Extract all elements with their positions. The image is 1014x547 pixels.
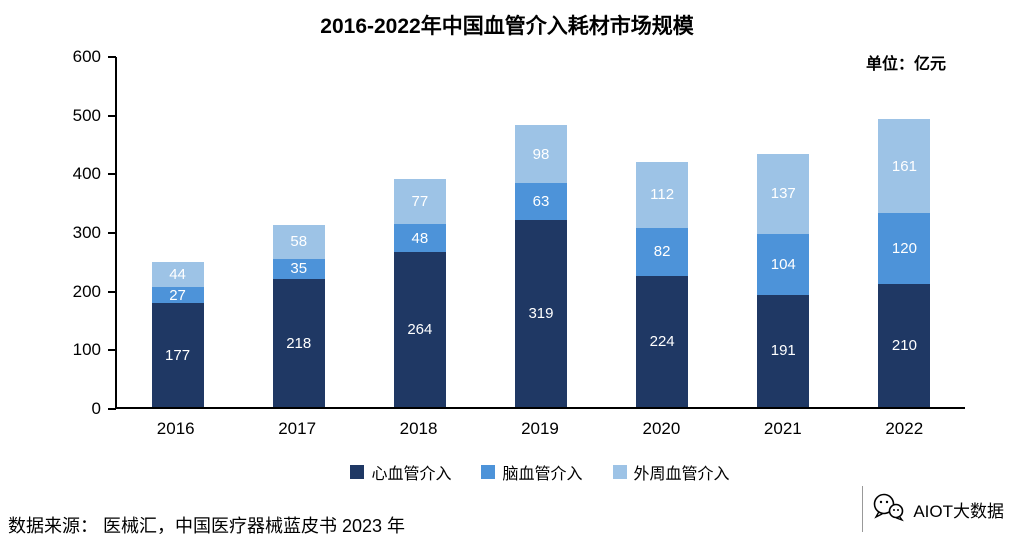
legend-swatch: [481, 465, 496, 479]
bar-segment: 58: [272, 224, 325, 259]
bar-segment: 77: [393, 178, 446, 224]
y-tick-mark: [108, 290, 116, 293]
bar-value-label: 98: [532, 145, 550, 163]
y-tick-label: 200: [72, 281, 101, 301]
y-tick-label: 300: [72, 223, 101, 242]
bar-value-label: 48: [411, 229, 429, 247]
legend-swatch: [612, 465, 627, 479]
y-tick-mark: [108, 56, 116, 58]
bar-segment: 120: [878, 213, 931, 284]
bar-value-label: 161: [891, 157, 917, 175]
legend-label: 外周血管介入: [633, 466, 730, 483]
bar-value-label: 63: [532, 192, 550, 210]
bar-segment: 35: [272, 258, 325, 280]
bar-value-label: 44: [169, 265, 186, 283]
bar-value-label: 191: [770, 342, 796, 360]
legend-item: 心血管介入: [350, 460, 451, 484]
bar-value-label: 58: [290, 233, 308, 251]
stacked-bar-2018: 77 48 264: [393, 178, 446, 407]
stacked-bar-2020: 112 82 224: [636, 161, 689, 407]
bar-segment: 264: [393, 252, 446, 407]
stacked-bar-2019: 98 63 319: [514, 125, 567, 407]
bar-group: 137 104 191: [723, 57, 844, 407]
bar-segment: 98: [514, 125, 567, 183]
bar-value-label: 177: [165, 346, 191, 364]
y-tick-label: 500: [72, 105, 101, 125]
bar-value-label: 112: [650, 186, 675, 204]
bar-value-label: 137: [770, 185, 796, 203]
x-axis: 2016 2017 2018 2019 2020 2021 2022: [115, 419, 965, 439]
legend-item: 外周血管介入: [612, 460, 730, 484]
bar-segment: 104: [757, 233, 810, 295]
chart-title: 2016-2022年中国血管介入耗材市场规模: [320, 15, 694, 38]
bar-value-label: 27: [169, 286, 186, 304]
bar-value-label: 120: [891, 240, 917, 258]
source-note: 数据来源： 医械汇，中国医疗器械蓝皮书 2023 年: [8, 516, 406, 536]
y-tick-mark: [108, 232, 116, 234]
y-tick-label: 600: [72, 47, 101, 66]
bar-segment: 210: [878, 283, 931, 407]
bar-value-label: 77: [411, 192, 429, 210]
x-tick-label: 2017: [278, 419, 317, 438]
bar-segment: 48: [393, 223, 446, 253]
unit-label: 单位：亿元: [865, 56, 946, 73]
bar-group: 44 27 177: [117, 57, 238, 407]
watermark-label: AIOT大数据: [913, 501, 1004, 521]
stacked-bar-2017: 58 35 218: [272, 224, 325, 407]
bar-group: 112 82 224: [602, 57, 723, 407]
bar-value-label: 82: [653, 243, 671, 261]
bar-segment: 44: [151, 261, 204, 288]
bar-group: 77 48 264: [359, 57, 480, 407]
bar-segment: 112: [636, 161, 689, 228]
y-tick-mark: [108, 349, 116, 352]
legend: 心血管介入 脑血管介入 外周血管介入: [115, 460, 965, 484]
bar-value-label: 35: [290, 260, 308, 278]
bar-value-label: 319: [528, 304, 554, 322]
legend-label: 脑血管介入: [502, 466, 583, 483]
bar-value-label: 264: [407, 321, 433, 339]
bar-group: 161 120 210: [844, 57, 965, 407]
bar-group: 58 35 218: [238, 57, 359, 407]
bar-value-label: 218: [286, 334, 312, 352]
bar-segment: 27: [151, 286, 204, 304]
stacked-bar-2016: 44 27 177: [151, 261, 204, 407]
x-tick-label: 2018: [399, 419, 438, 438]
y-tick-label: 100: [72, 340, 101, 360]
y-tick-label: 400: [72, 164, 101, 184]
y-tick-mark: [108, 173, 116, 176]
y-tick-mark: [108, 114, 116, 117]
plot-area: 44 27 177 58 35 218 77 48 264 98 63 319 112 82 224 137 1…: [108, 56, 965, 410]
watermark: AIOT大数据: [862, 486, 1004, 532]
x-tick-label: 2021: [763, 419, 802, 438]
x-tick-label: 2020: [642, 419, 681, 438]
bar-segment: 191: [757, 294, 810, 407]
bars: 44 27 177 58 35 218 77 48 264 98 63 319 112 82 224 137 1…: [117, 57, 965, 407]
x-tick-label: 2016: [156, 419, 195, 438]
stacked-bar-2021: 137 104 191: [757, 153, 810, 407]
bar-segment: 82: [636, 227, 689, 276]
legend-item: 脑血管介入: [481, 460, 583, 484]
bar-value-label: 224: [649, 332, 675, 350]
bar-segment: 63: [514, 182, 567, 220]
bar-segment: 161: [878, 118, 931, 214]
y-tick-label: 0: [91, 399, 101, 418]
bar-segment: 224: [636, 275, 689, 407]
x-tick-label: 2022: [885, 419, 924, 438]
bar-segment: 319: [514, 219, 567, 407]
bar-segment: 218: [272, 279, 325, 407]
x-tick-label: 2019: [521, 419, 559, 438]
y-axis: 0 100 200 300 400 500 600: [0, 47, 113, 418]
bar-group: 98 63 319: [480, 57, 601, 407]
legend-label: 心血管介入: [371, 466, 452, 483]
divider: [862, 486, 864, 532]
bar-segment: 137: [757, 153, 810, 234]
bar-segment: 177: [151, 303, 204, 407]
wechat-icon: [871, 492, 905, 527]
stacked-bar-2022: 161 120 210: [878, 118, 931, 407]
legend-swatch: [350, 465, 365, 479]
y-tick-mark: [108, 408, 116, 410]
bar-value-label: 104: [770, 255, 796, 273]
bar-value-label: 210: [891, 336, 917, 354]
